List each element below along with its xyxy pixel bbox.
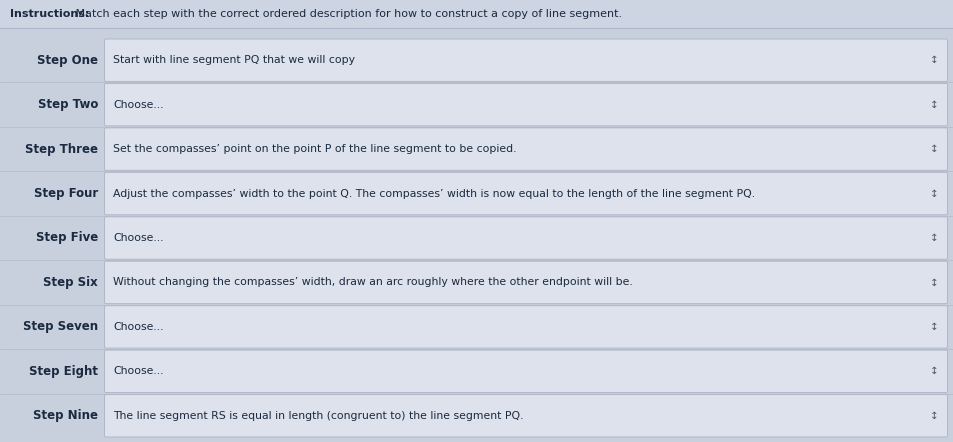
Text: Without changing the compasses’ width, draw an arc roughly where the other endpo: Without changing the compasses’ width, d… (112, 278, 632, 287)
Text: ↕: ↕ (928, 411, 938, 421)
Text: Step One: Step One (37, 54, 98, 67)
Text: ↕: ↕ (928, 189, 938, 198)
FancyBboxPatch shape (105, 217, 946, 259)
Text: ↕: ↕ (928, 233, 938, 243)
FancyBboxPatch shape (105, 261, 946, 304)
FancyBboxPatch shape (105, 306, 946, 348)
FancyBboxPatch shape (105, 84, 946, 126)
Text: Step Five: Step Five (35, 232, 98, 244)
Text: Step Four: Step Four (33, 187, 98, 200)
FancyBboxPatch shape (105, 39, 946, 81)
Text: Step Eight: Step Eight (29, 365, 98, 378)
Text: Step Two: Step Two (37, 98, 98, 111)
Text: The line segment RS is equal in length (congruent to) the line segment PQ.: The line segment RS is equal in length (… (112, 411, 523, 421)
Text: Step Three: Step Three (25, 143, 98, 156)
Text: ↕: ↕ (928, 322, 938, 332)
Text: Step Seven: Step Seven (23, 320, 98, 333)
Text: Start with line segment PQ that we will copy: Start with line segment PQ that we will … (112, 55, 355, 65)
Text: ↕: ↕ (928, 144, 938, 154)
FancyBboxPatch shape (0, 0, 953, 28)
Text: Instructions:: Instructions: (10, 9, 90, 19)
FancyBboxPatch shape (105, 395, 946, 437)
Text: Choose...: Choose... (112, 99, 163, 110)
Text: Step Nine: Step Nine (33, 409, 98, 422)
Text: ↕: ↕ (928, 55, 938, 65)
FancyBboxPatch shape (105, 128, 946, 170)
Text: ↕: ↕ (928, 99, 938, 110)
FancyBboxPatch shape (105, 350, 946, 392)
Text: ↕: ↕ (928, 278, 938, 287)
FancyBboxPatch shape (105, 172, 946, 215)
Text: Match each step with the correct ordered description for how to construct a copy: Match each step with the correct ordered… (72, 9, 622, 19)
Text: Choose...: Choose... (112, 366, 163, 376)
Text: ↕: ↕ (928, 366, 938, 376)
Text: Step Six: Step Six (43, 276, 98, 289)
Text: Choose...: Choose... (112, 233, 163, 243)
Text: Set the compasses’ point on the point P of the line segment to be copied.: Set the compasses’ point on the point P … (112, 144, 516, 154)
Text: Choose...: Choose... (112, 322, 163, 332)
Text: Adjust the compasses’ width to the point Q. The compasses’ width is now equal to: Adjust the compasses’ width to the point… (112, 189, 755, 198)
